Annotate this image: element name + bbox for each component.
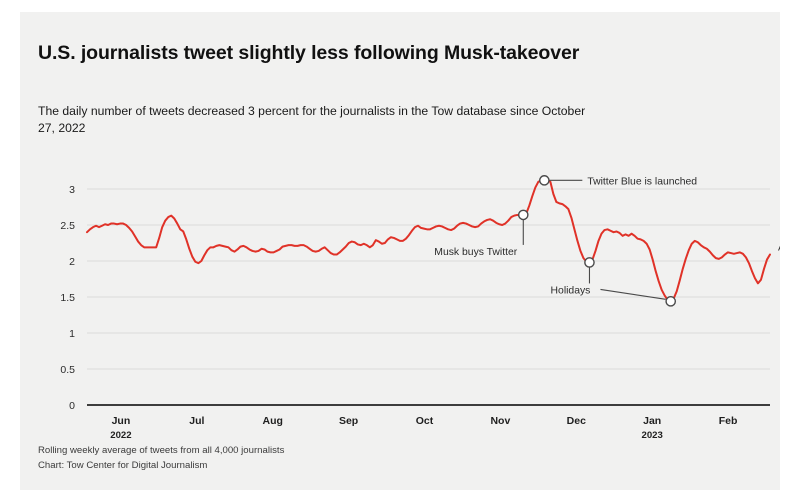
series-label-average: Average	[778, 243, 780, 254]
chart-credit: Chart: Tow Center for Digital Journalism	[38, 459, 208, 471]
annotation-leader	[600, 288, 666, 300]
y-axis-tick-label: 3	[69, 184, 75, 196]
y-axis-tick-label: 1.5	[60, 292, 75, 304]
x-axis-tick-label: Sep	[339, 415, 358, 427]
y-axis-tick-label: 0	[69, 400, 75, 412]
y-axis-tick-label: 2	[69, 256, 75, 268]
chart-footnotes: Rolling weekly average of tweets from al…	[38, 444, 284, 473]
x-axis-tick-label: Oct	[416, 415, 434, 427]
x-axis-tick-label: Nov	[490, 415, 510, 427]
y-axis-tick-label: 2.5	[60, 220, 75, 232]
y-axis-tick-label: 0.5	[60, 364, 75, 376]
page-title: U.S. journalists tweet slightly less fol…	[38, 42, 580, 64]
x-axis-tick-label: Jul	[189, 415, 204, 427]
chart-subtitle: The daily number of tweets decreased 3 p…	[38, 104, 586, 135]
annotation-marker	[517, 209, 529, 221]
annotation-marker	[665, 296, 677, 307]
x-axis-tick-label: Aug	[263, 415, 283, 427]
chart-plot-area: 0 0.5 1 1.5 2 2.5 3 Jun 2022 Jul Aug Sep Oct Nov Dec Ja…	[20, 152, 780, 442]
annotation-label: Holidays	[551, 285, 591, 296]
annotation-label: Twitter Blue is launched	[587, 176, 697, 187]
x-axis-tick-label: Feb	[719, 415, 738, 427]
x-axis-tick-year: 2022	[110, 430, 131, 441]
annotation-marker	[539, 175, 550, 186]
chart-note: Rolling weekly average of tweets from al…	[38, 445, 285, 456]
x-axis-tick-label: Dec	[567, 415, 586, 427]
x-axis-tick-label: Jun	[112, 415, 131, 427]
y-axis-tick-label: 1	[69, 328, 75, 340]
chart-card: U.S. journalists tweet slightly less fol…	[20, 12, 780, 490]
x-axis-tick-label: Jan	[643, 415, 661, 427]
x-axis-tick-year: 2023	[641, 430, 662, 441]
annotation-label: Musk buys Twitter	[434, 247, 517, 258]
line-chart: 0 0.5 1 1.5 2 2.5 3 Jun 2022 Jul Aug Sep Oct Nov Dec Ja…	[60, 175, 780, 441]
series-line-average	[86, 179, 771, 303]
annotation-marker	[584, 257, 595, 268]
